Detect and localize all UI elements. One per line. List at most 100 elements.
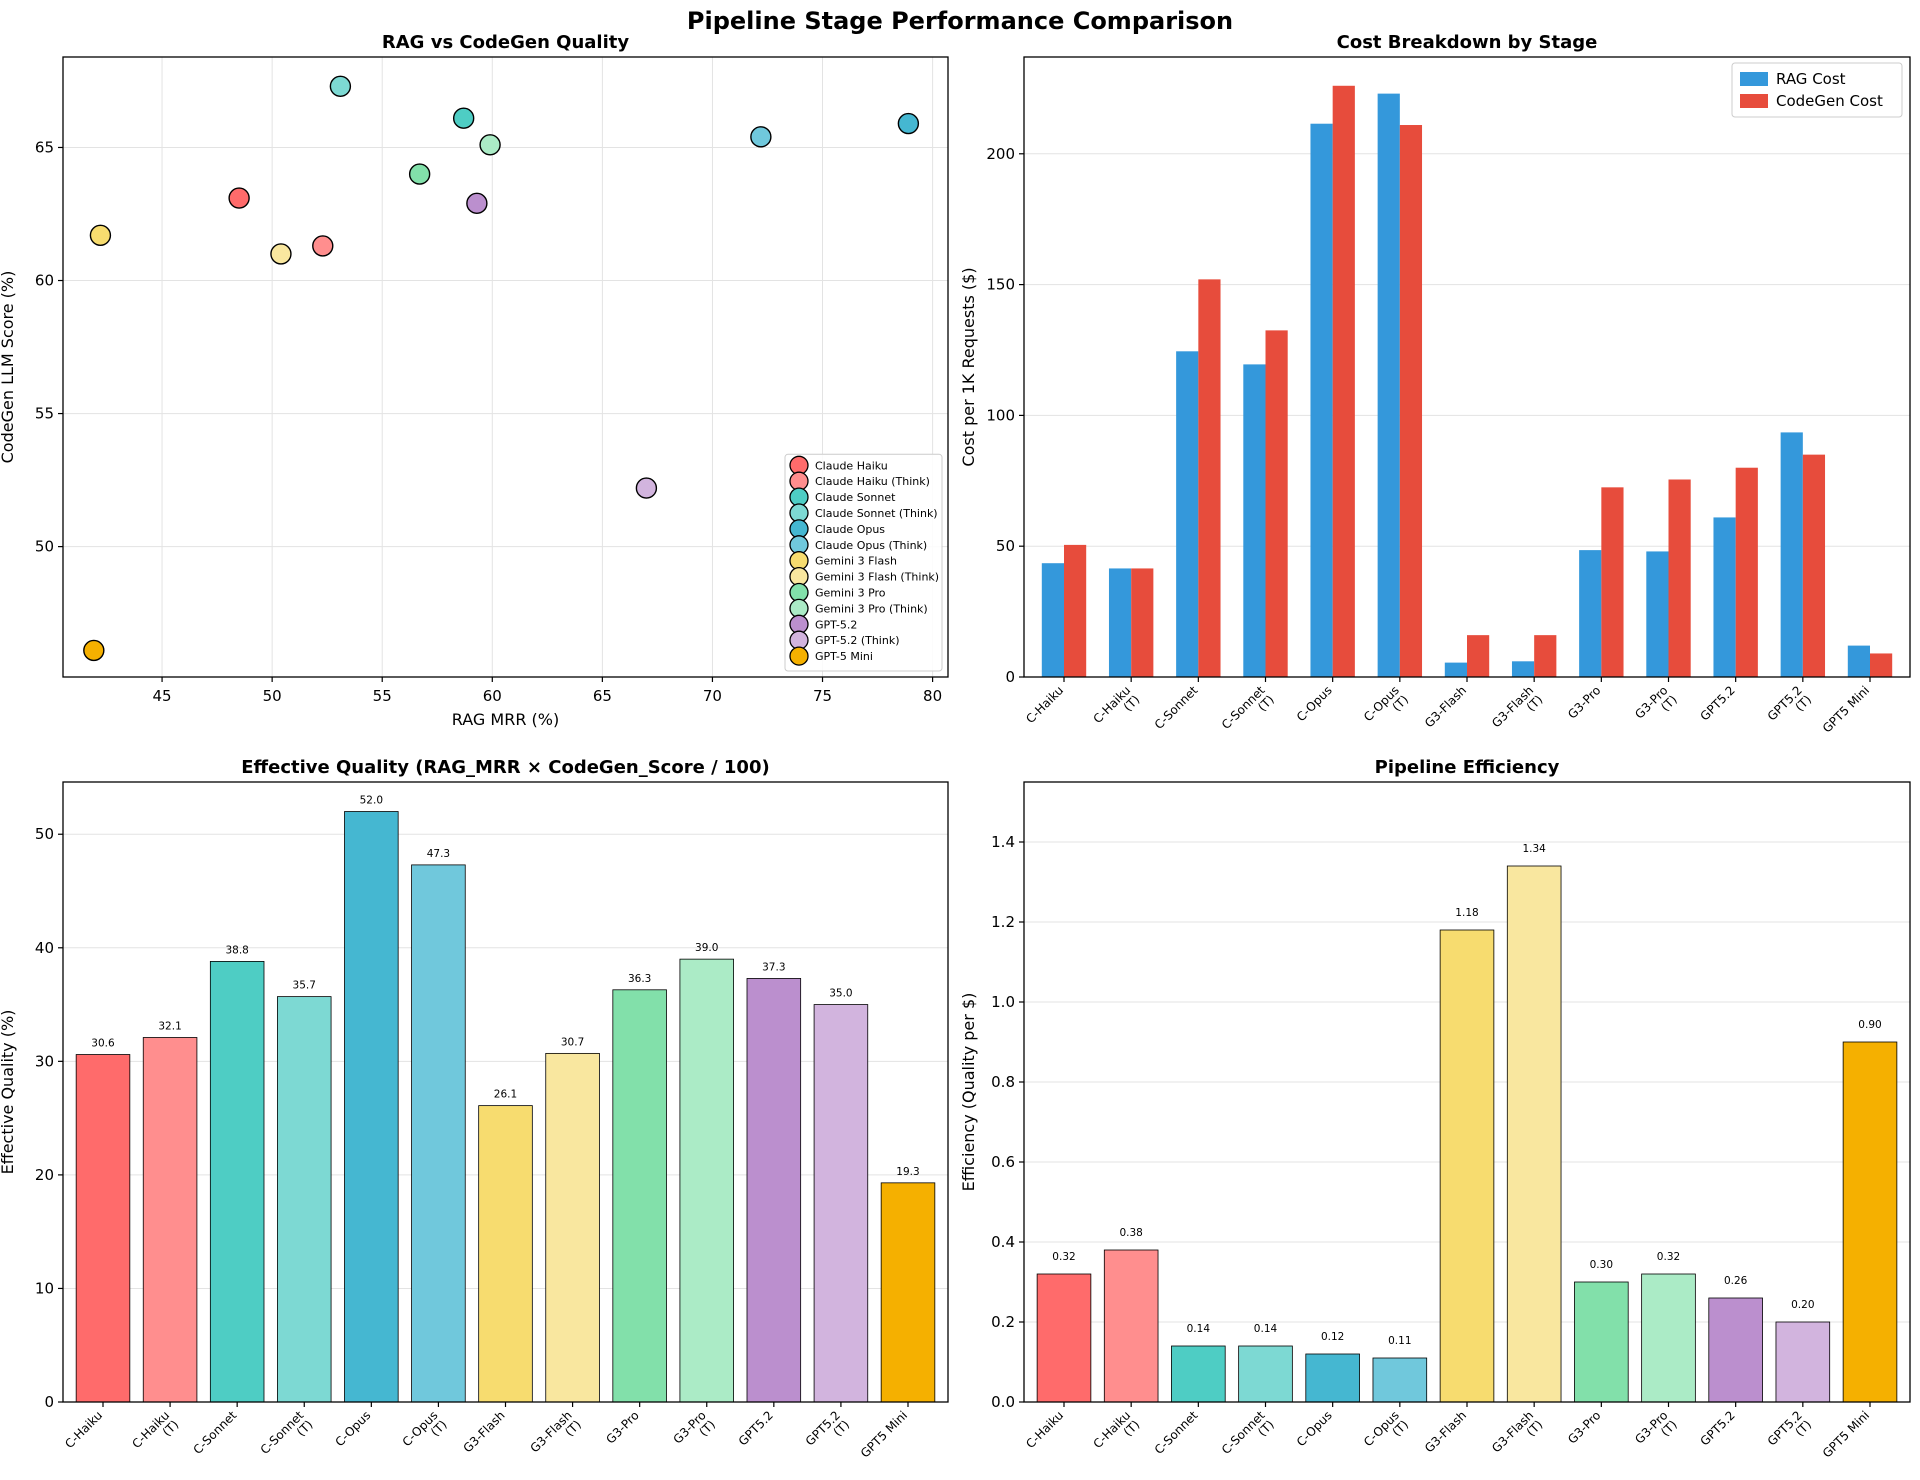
ytick-label: 100 (986, 406, 1015, 424)
xtick-label-line: G3-Flash (460, 1408, 507, 1455)
plot-frame (1023, 56, 1911, 678)
point-gemini-3-pro-think (479, 134, 501, 156)
xtick-label: G3-Flash(T) (1489, 683, 1545, 739)
bar-c-sonnet (209, 961, 265, 1403)
bar-g3-pro-t (679, 958, 734, 1403)
legend-label: GPT-5 Mini (815, 650, 873, 663)
xtick-label-line: C-Haiku (62, 1408, 105, 1451)
xtick-label: G3-Flash (460, 1408, 507, 1455)
point-claude-sonnet (452, 107, 475, 129)
bar-g3-pro (612, 989, 667, 1403)
xtick-label-line: C-Opus (332, 1408, 373, 1449)
bar-g3-pro-t (1641, 1273, 1696, 1403)
xtick-label: G3-Pro(T) (1632, 1408, 1680, 1456)
xtick-label: C-Haiku(T) (1090, 683, 1142, 735)
legend-swatch-rag-cost (1740, 72, 1768, 86)
bar-codegen-cost-g3-pro-t (1668, 479, 1691, 677)
legend-marker-gpt-5-mini (789, 646, 809, 666)
ytick-label: 50 (35, 825, 54, 843)
point-gpt-5-mini (83, 639, 105, 662)
point-claude-opus (897, 112, 920, 135)
xtick-label: G3-Flash(T) (1489, 1408, 1545, 1464)
xtick-label: 65 (593, 687, 612, 705)
bar-rag-cost-g3-pro-t (1646, 551, 1669, 677)
effective-quality-panel: 0 10 20 30 40 50 30.6 32.1 38.8 35.7 52.0 47.3 26.1 3… (0, 757, 949, 1464)
value-label: 38.8 (225, 944, 248, 956)
value-label: 0.32 (1657, 1251, 1680, 1263)
value-label: 39.0 (695, 942, 718, 954)
value-label: 32.1 (158, 1020, 181, 1032)
value-label: 1.18 (1455, 907, 1478, 919)
efficiency-panel: 0.0 0.2 0.4 0.6 0.8 1.0 1.2 1.4 0.32 0.38 0.14 0.14… (959, 757, 1911, 1464)
legend-box (1731, 62, 1903, 118)
value-label: 0.26 (1724, 1275, 1748, 1287)
x-axis-label: RAG MRR (%) (452, 710, 559, 729)
xtick-label: C-Haiku (62, 1408, 105, 1451)
xtick-label: C-Sonnet(T) (1219, 683, 1277, 741)
ytick-label: 65 (35, 138, 54, 156)
bar-rag-cost-c-opus-t (1377, 93, 1400, 678)
legend-label: GPT-5.2 (Think) (815, 634, 900, 647)
bar-g3-pro (1574, 1281, 1629, 1403)
value-label: 37.3 (762, 961, 785, 973)
value-label: 0.30 (1590, 1259, 1613, 1271)
xtick-label: C-Haiku(T) (1090, 1408, 1142, 1460)
bar-rag-cost-g3-pro (1579, 550, 1602, 677)
xtick-label: G3-Flash (1422, 683, 1469, 730)
value-label: 26.1 (494, 1089, 517, 1101)
bar-codegen-cost-gpt5-mini (1870, 653, 1893, 677)
bar-gpt5-mini (1842, 1041, 1898, 1403)
bar-c-sonnet (1171, 1345, 1226, 1403)
xtick-label-line: G3-Pro (1565, 683, 1603, 721)
xtick-label: GPT5.2 (1698, 683, 1738, 723)
xtick-label: C-Sonnet (191, 1408, 240, 1457)
xtick-label-line: GPT5.2 (736, 1408, 776, 1448)
bar-codegen-cost-g3-flash-t (1534, 635, 1557, 677)
legend-label: Gemini 3 Flash (815, 555, 897, 568)
xtick-label: GPT5.2(T) (1765, 683, 1814, 732)
bar-c-haiku-t (1103, 1249, 1159, 1403)
ytick-label: 0 (44, 1393, 54, 1411)
legend-label: Claude Opus (Think) (815, 539, 927, 552)
plot-frame (62, 56, 949, 678)
xtick-label: G3-Pro (1565, 683, 1603, 721)
xtick-label: C-Opus(T) (1361, 1408, 1411, 1458)
xtick-label: G3-Flash(T) (528, 1408, 584, 1464)
bar-g3-flash-t (1506, 865, 1562, 1403)
ytick-label: 0.8 (991, 1073, 1015, 1091)
xtick-label: C-Haiku (1023, 1408, 1066, 1451)
legend-label: Gemini 3 Flash (Think) (815, 571, 939, 584)
ytick-label: 0.4 (991, 1233, 1015, 1251)
bar-codegen-cost-c-opus-t (1399, 125, 1423, 678)
xtick-label-line: C-Opus (1294, 683, 1335, 724)
xtick-label-line: C-Sonnet (191, 1408, 240, 1457)
ytick-label: 55 (35, 405, 54, 423)
xtick-label: 45 (153, 687, 172, 705)
xtick-label-line: C-Sonnet (1152, 1408, 1201, 1457)
legend-label: Gemini 3 Pro (Think) (815, 602, 928, 615)
ytick-label: 50 (35, 538, 54, 556)
point-gemini-3-flash-think (270, 243, 292, 265)
value-label: 0.32 (1052, 1251, 1075, 1263)
legend-label: GPT-5.2 (815, 618, 857, 631)
ytick-label: 1.0 (991, 993, 1015, 1011)
ytick-label: 0.6 (991, 1153, 1015, 1171)
xtick-label: GPT5.2 (736, 1408, 776, 1448)
legend-label: Claude Opus (815, 523, 885, 536)
bar-gpt5-2 (746, 978, 802, 1403)
bar-gpt5-2-t (813, 1004, 869, 1403)
scatter-panel: 50 55 60 65 45 50 55 60 65 70 75 80 RAG vs CodeGen Q… (0, 32, 949, 729)
bar-rag-cost-c-haiku (1041, 563, 1064, 677)
bar-c-opus-t (1372, 1357, 1428, 1403)
ytick-label: 0.0 (991, 1393, 1015, 1411)
legend-label: Claude Sonnet (815, 491, 896, 504)
legend-swatch-codegen-cost (1740, 94, 1768, 108)
legend-label: RAG Cost (1776, 70, 1846, 88)
bar-rag-cost-c-sonnet (1176, 351, 1199, 677)
bar-g3-flash-t (545, 1052, 600, 1403)
xtick-label: C-Sonnet (1152, 1408, 1201, 1457)
xtick-label: C-Opus (332, 1408, 373, 1449)
value-label: 0.12 (1321, 1331, 1344, 1343)
ytick-label: 30 (35, 1052, 54, 1070)
